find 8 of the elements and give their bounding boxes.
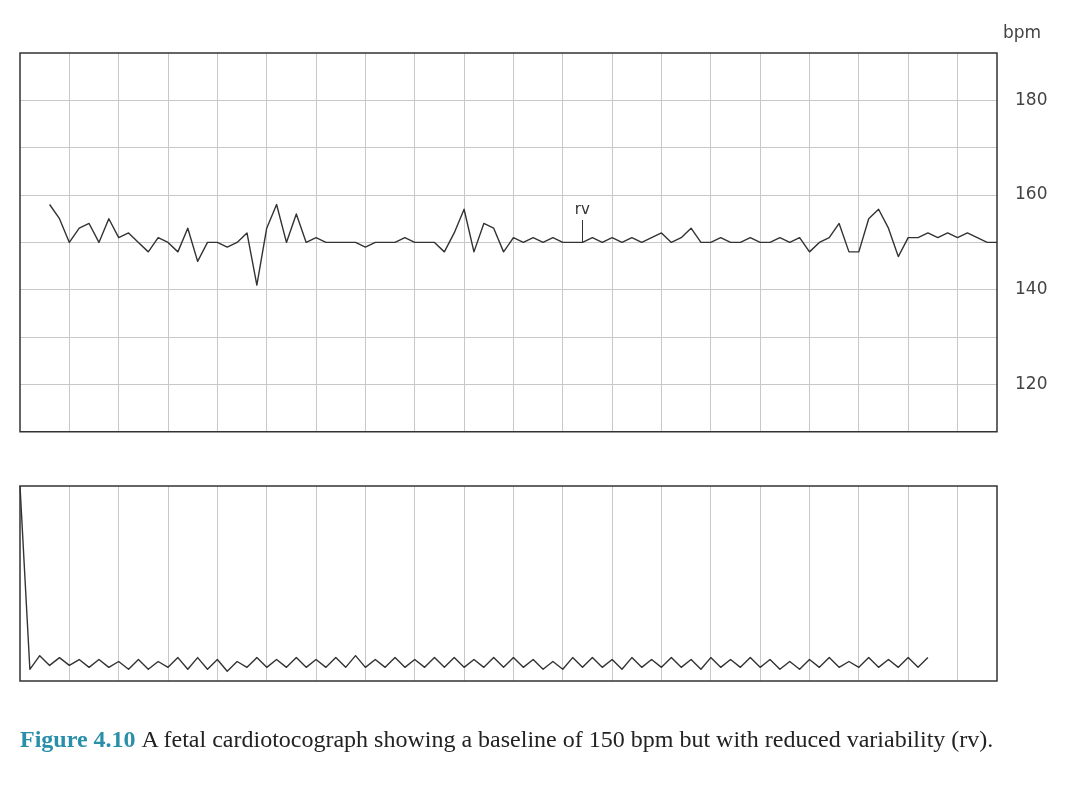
- y-tick-label: 120: [1015, 372, 1048, 393]
- y-tick-label: 140: [1015, 278, 1048, 299]
- text: A fetal cardiotocograph showing a baseline of 150 bpm but with reduced variability (rv).: [141, 726, 994, 752]
- y-tick-label: 160: [1015, 183, 1048, 204]
- y-tick-label: 180: [1015, 88, 1048, 109]
- y-axis-title: bpm: [1003, 22, 1042, 42]
- annotation: rv: [571, 200, 593, 219]
- caption: Figure 4.10: [20, 726, 137, 752]
